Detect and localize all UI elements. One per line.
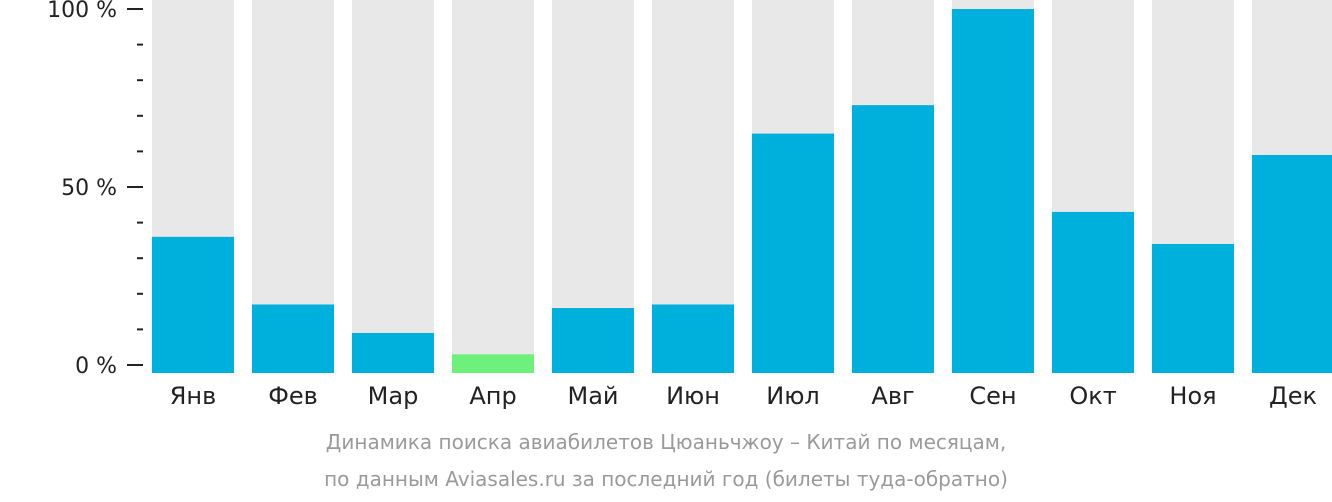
bar: [252, 304, 334, 373]
bar: [1252, 154, 1332, 373]
bar: [852, 105, 934, 374]
bar: [1052, 211, 1134, 373]
y-tick-label: 50 %: [61, 176, 117, 201]
bar: [152, 236, 234, 373]
x-tick-label: Авг: [871, 382, 914, 410]
chart-caption-line-2: по данным Aviasales.ru за последний год …: [324, 467, 1008, 491]
y-axis: 0 % 50 % 100 %: [47, 0, 143, 379]
x-tick-label: Фев: [268, 382, 318, 410]
x-tick-label: Сен: [969, 382, 1016, 410]
bar-chart: 0 % 50 % 100 % Янв Фев Мар Апр Май Июн Июл Авг Сен…: [47, 0, 1332, 410]
y-tick-label: 0 %: [75, 354, 117, 379]
bar: [552, 308, 634, 373]
chart-caption-line-1: Динамика поиска авиабилетов Цюаньчжоу – …: [325, 430, 1007, 454]
x-tick-label: Янв: [170, 382, 217, 410]
x-tick-label: Ноя: [1169, 382, 1216, 410]
bar: [352, 332, 434, 373]
bar-background: [452, 0, 534, 373]
x-tick-label: Окт: [1069, 382, 1116, 410]
bar: [752, 133, 834, 373]
x-axis-labels: Янв Фев Мар Апр Май Июн Июл Авг Сен Окт Ноя Дек: [170, 382, 1317, 410]
bars: [152, 0, 1332, 374]
x-tick-label: Май: [567, 382, 618, 410]
x-tick-label: Июл: [766, 382, 820, 410]
bar-highlight: [452, 354, 534, 373]
x-tick-label: Апр: [469, 382, 516, 410]
bar-background: [352, 0, 434, 373]
x-tick-label: Июн: [666, 382, 720, 410]
bar: [952, 9, 1034, 373]
bar: [652, 304, 734, 373]
bar: [1152, 243, 1234, 373]
x-tick-label: Дек: [1269, 382, 1317, 410]
y-tick-label: 100 %: [47, 0, 117, 23]
x-tick-label: Мар: [368, 382, 419, 410]
